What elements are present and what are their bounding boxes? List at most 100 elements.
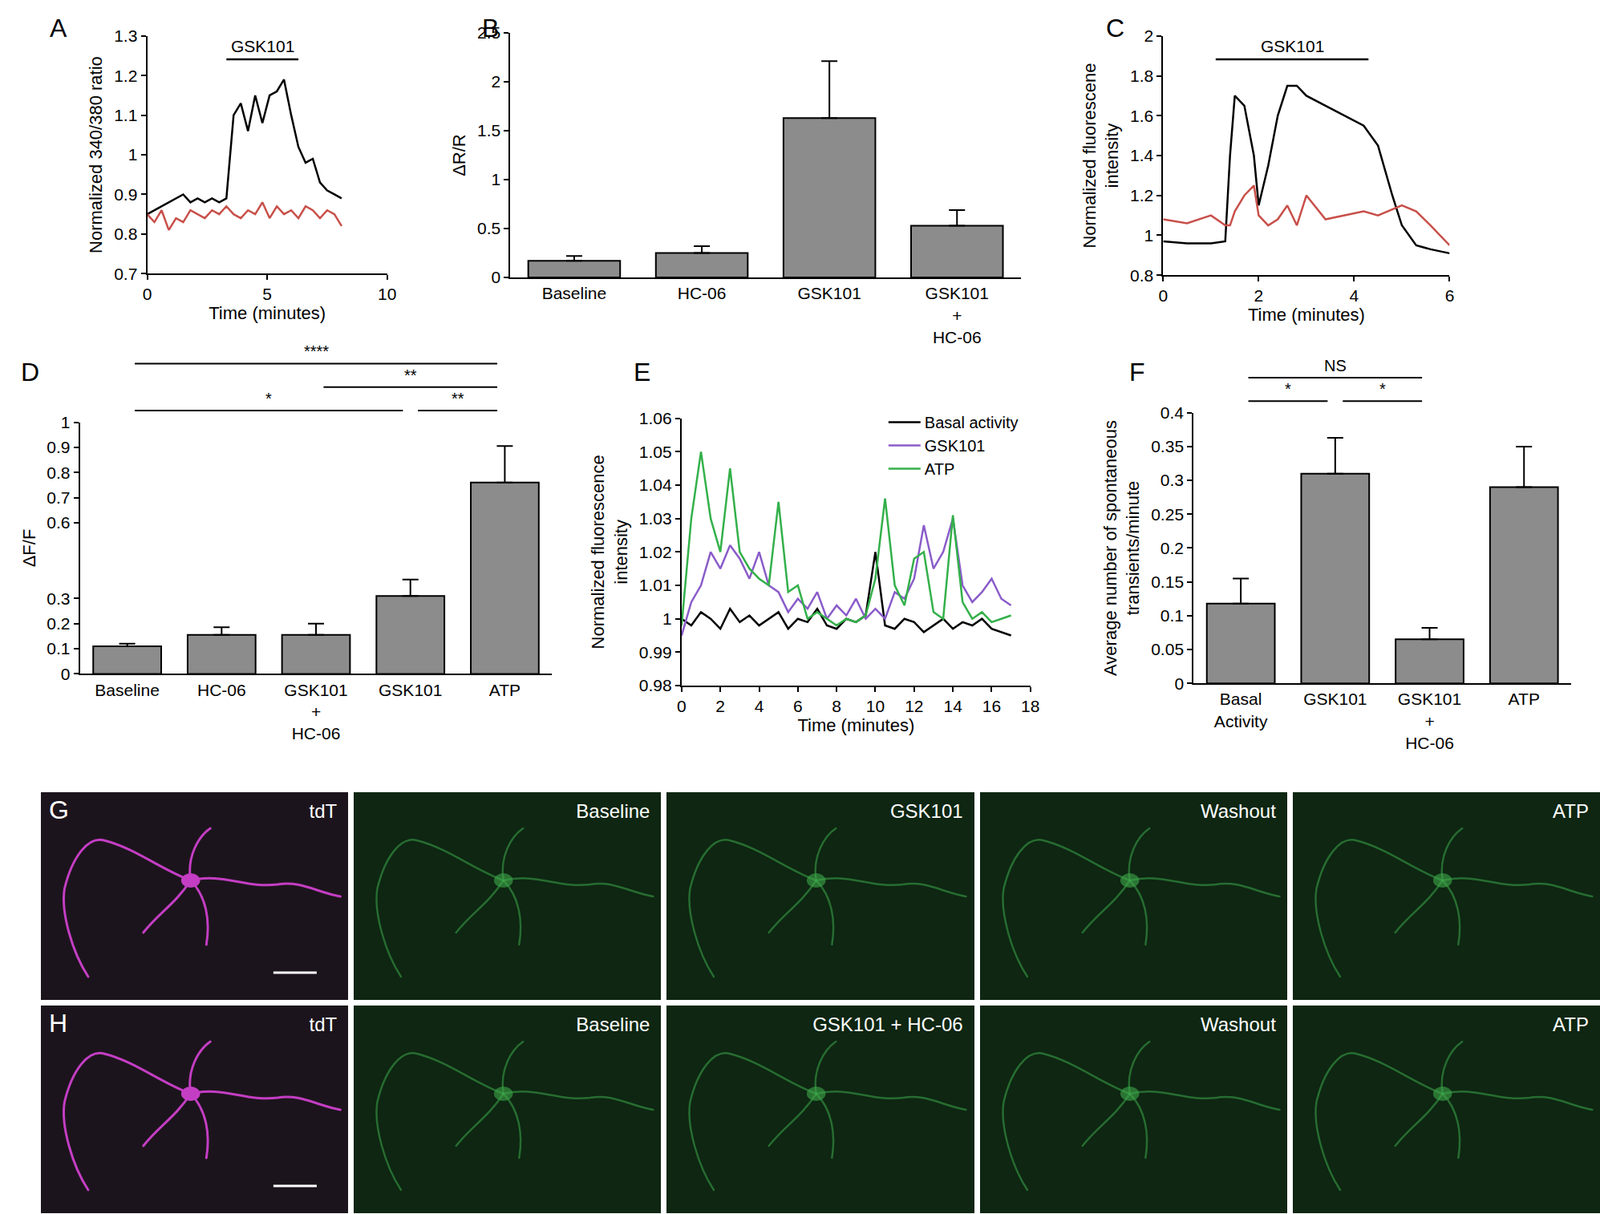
svg-text:5: 5 [262, 284, 272, 304]
svg-text:GSK101+HC-06: GSK101+HC-06 [925, 283, 989, 347]
svg-text:Time (minutes): Time (minutes) [797, 715, 915, 736]
svg-text:1.2: 1.2 [1130, 186, 1154, 205]
svg-text:1: 1 [491, 170, 502, 189]
svg-text:****: **** [303, 342, 329, 361]
svg-text:0: 0 [491, 267, 502, 287]
svg-text:Time (minutes): Time (minutes) [1247, 304, 1366, 325]
svg-text:B: B [482, 13, 499, 43]
svg-text:0.05: 0.05 [1150, 640, 1184, 659]
svg-text:1.3: 1.3 [113, 26, 138, 45]
svg-text:2.5: 2.5 [477, 23, 501, 42]
svg-text:0.1: 0.1 [1160, 606, 1184, 625]
svg-text:1: 1 [128, 145, 138, 164]
svg-text:Baseline: Baseline [542, 283, 608, 303]
svg-text:GSK101: GSK101 [1260, 36, 1325, 56]
svg-text:0.8: 0.8 [1130, 266, 1154, 285]
svg-text:2: 2 [1254, 286, 1264, 305]
svg-text:GSK101: GSK101 [924, 437, 986, 455]
svg-text:1.03: 1.03 [639, 509, 673, 528]
svg-text:GSK101: GSK101 [1303, 689, 1367, 709]
svg-text:GSK101+HC-06: GSK101+HC-06 [1397, 689, 1462, 753]
svg-text:1.04: 1.04 [639, 475, 673, 495]
svg-text:1.1: 1.1 [113, 105, 138, 125]
svg-text:14: 14 [943, 696, 963, 716]
svg-text:*: * [265, 389, 272, 408]
svg-text:10: 10 [377, 284, 397, 304]
svg-text:ATP: ATP [489, 680, 521, 700]
svg-text:6: 6 [1445, 286, 1455, 305]
svg-text:2: 2 [491, 72, 502, 91]
svg-text:1.8: 1.8 [1130, 66, 1154, 86]
svg-text:Average number of spontaneoust: Average number of spontaneoustransients/… [1100, 420, 1144, 677]
svg-text:16: 16 [982, 696, 1001, 716]
svg-text:GSK101: GSK101 [797, 283, 861, 303]
svg-text:Baseline: Baseline [94, 680, 160, 700]
svg-text:0: 0 [1174, 674, 1184, 693]
svg-text:Basal activity: Basal activity [924, 413, 1019, 432]
svg-text:0: 0 [676, 696, 687, 716]
svg-text:0: 0 [142, 284, 153, 304]
svg-text:0.2: 0.2 [1160, 538, 1184, 558]
svg-text:6: 6 [793, 696, 803, 716]
svg-text:4: 4 [1349, 286, 1360, 305]
svg-text:10: 10 [866, 696, 885, 716]
svg-text:1.01: 1.01 [639, 575, 673, 595]
svg-text:Normalized fluorescenceintensi: Normalized fluorescenceintensity [587, 454, 632, 649]
svg-text:D: D [20, 357, 40, 387]
svg-text:8: 8 [831, 696, 842, 716]
svg-text:1.2: 1.2 [113, 66, 138, 86]
svg-text:HC-06: HC-06 [197, 680, 247, 700]
svg-text:0.6: 0.6 [46, 513, 70, 532]
svg-text:0.98: 0.98 [639, 676, 673, 695]
svg-text:2: 2 [715, 696, 726, 716]
svg-text:4: 4 [754, 696, 765, 716]
svg-text:0.9: 0.9 [46, 437, 70, 457]
svg-text:BasalActivity: BasalActivity [1214, 689, 1268, 730]
svg-text:Normalized 340/380 ratio: Normalized 340/380 ratio [85, 56, 106, 254]
svg-text:0: 0 [60, 664, 71, 684]
svg-text:1.4: 1.4 [1130, 145, 1155, 165]
svg-text:**: ** [404, 366, 418, 385]
svg-text:ATP: ATP [1508, 689, 1540, 709]
svg-text:HC-06: HC-06 [677, 283, 727, 303]
svg-text:ΔR/R: ΔR/R [449, 133, 470, 177]
svg-text:0.7: 0.7 [46, 488, 70, 507]
svg-text:1: 1 [60, 413, 71, 432]
svg-text:1.06: 1.06 [639, 409, 673, 428]
svg-text:ΔF/F: ΔF/F [19, 529, 40, 568]
svg-text:*: * [1379, 380, 1386, 398]
svg-text:0.8: 0.8 [113, 224, 138, 244]
svg-text:C: C [1105, 13, 1125, 43]
svg-text:*: * [1284, 380, 1292, 398]
svg-text:E: E [633, 357, 651, 387]
svg-text:1.05: 1.05 [639, 442, 673, 462]
svg-text:**: ** [451, 389, 465, 408]
svg-text:0.4: 0.4 [1160, 403, 1185, 422]
svg-text:12: 12 [904, 696, 924, 716]
svg-text:0.3: 0.3 [46, 589, 70, 608]
svg-text:0.5: 0.5 [477, 218, 501, 238]
svg-text:0.1: 0.1 [46, 639, 70, 658]
svg-text:GSK101: GSK101 [378, 680, 442, 700]
svg-text:2: 2 [1143, 26, 1154, 45]
svg-text:0.35: 0.35 [1150, 437, 1184, 456]
svg-text:0.3: 0.3 [1160, 470, 1184, 490]
svg-text:0.15: 0.15 [1150, 572, 1184, 592]
svg-text:0.8: 0.8 [46, 463, 70, 483]
svg-text:Normalized fluoresceneintensit: Normalized fluoresceneintensity [1079, 62, 1123, 248]
svg-text:0.7: 0.7 [113, 264, 138, 284]
svg-text:1.6: 1.6 [1130, 106, 1154, 126]
svg-text:A: A [49, 13, 68, 43]
svg-text:GSK101: GSK101 [230, 36, 295, 56]
svg-text:F: F [1129, 357, 1146, 387]
svg-text:1: 1 [1143, 226, 1154, 245]
svg-text:0.2: 0.2 [46, 614, 70, 633]
svg-text:0.25: 0.25 [1150, 505, 1184, 524]
svg-text:0: 0 [1158, 286, 1169, 305]
svg-text:ATP: ATP [924, 460, 955, 478]
svg-text:0.9: 0.9 [113, 185, 138, 204]
svg-text:GSK101+HC-06: GSK101+HC-06 [283, 680, 348, 744]
svg-text:1.5: 1.5 [477, 121, 501, 140]
svg-text:NS: NS [1324, 356, 1347, 375]
svg-text:1: 1 [662, 609, 673, 628]
